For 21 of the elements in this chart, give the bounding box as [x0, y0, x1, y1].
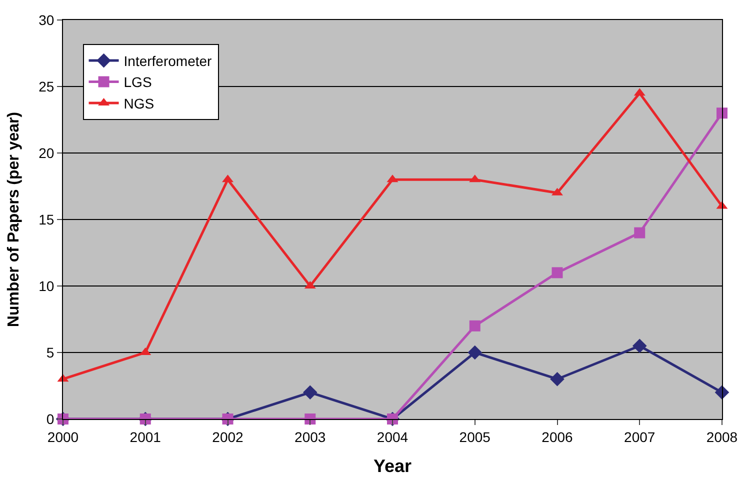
y-tick-label: 10: [38, 278, 54, 294]
legend-label: Interferometer: [124, 53, 212, 69]
y-tick-label: 25: [38, 78, 54, 94]
x-tick-label: 2003: [294, 428, 326, 445]
x-tick-label: 2008: [706, 428, 738, 445]
legend-label: LGS: [124, 74, 152, 90]
x-tick-label: 2006: [542, 428, 574, 445]
x-tick-label: 2007: [624, 428, 656, 445]
x-tick-label: 2001: [130, 428, 162, 445]
y-tick-label: 30: [38, 12, 54, 28]
y-tick-label: 20: [38, 144, 54, 161]
x-axis-title: Year: [373, 456, 412, 476]
x-tick-label: 2000: [47, 428, 79, 445]
y-tick-label: 5: [46, 344, 54, 360]
x-tick-label: 2005: [459, 428, 491, 445]
legend-label: NGS: [124, 95, 154, 112]
y-tick-label: 0: [46, 410, 54, 427]
x-tick-label: 2002: [212, 428, 244, 445]
y-axis-title: Number of Papers (per year): [6, 112, 23, 328]
x-tick-label: 2004: [376, 428, 408, 445]
y-tick-label: 15: [38, 211, 54, 228]
